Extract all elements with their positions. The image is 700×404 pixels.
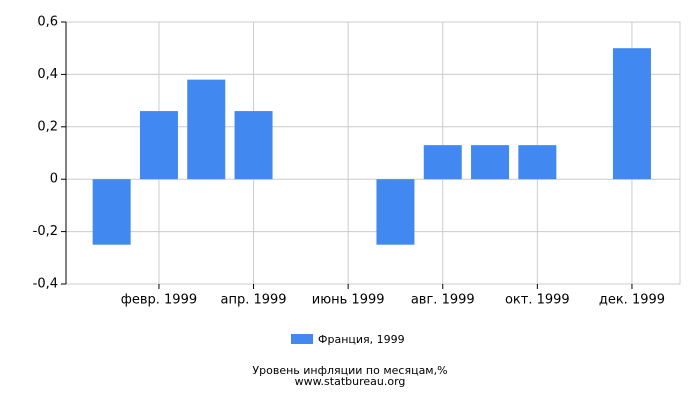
- bar: [518, 145, 557, 180]
- y-tick-label: -0,4: [33, 277, 58, 292]
- y-tick-label: 0: [50, 172, 58, 187]
- bar: [376, 179, 415, 245]
- x-tick-label: июнь 1999: [312, 293, 385, 308]
- source: www.statbureau.org: [295, 375, 406, 388]
- chart-title: Уровень инфляции по месяцам,%: [252, 364, 447, 377]
- bar: [92, 179, 131, 245]
- y-tick-label: 0,6: [37, 15, 58, 30]
- x-tick-label: дек. 1999: [599, 293, 665, 308]
- x-tick-label: апр. 1999: [221, 293, 287, 308]
- bar: [187, 79, 226, 180]
- bar: [612, 48, 651, 180]
- bar: [139, 111, 178, 180]
- y-tick-label: 0,2: [37, 119, 58, 134]
- bar: [234, 111, 273, 180]
- bar: [471, 145, 510, 180]
- y-tick-label: 0,4: [37, 67, 58, 82]
- x-tick-label: февр. 1999: [121, 293, 197, 308]
- y-tick-label: -0,2: [33, 224, 58, 239]
- legend-swatch: [291, 334, 313, 344]
- x-tick-label: авг. 1999: [411, 293, 475, 308]
- bar: [423, 145, 462, 180]
- x-tick-label: окт. 1999: [505, 293, 570, 308]
- legend-label: Франция, 1999: [318, 333, 405, 346]
